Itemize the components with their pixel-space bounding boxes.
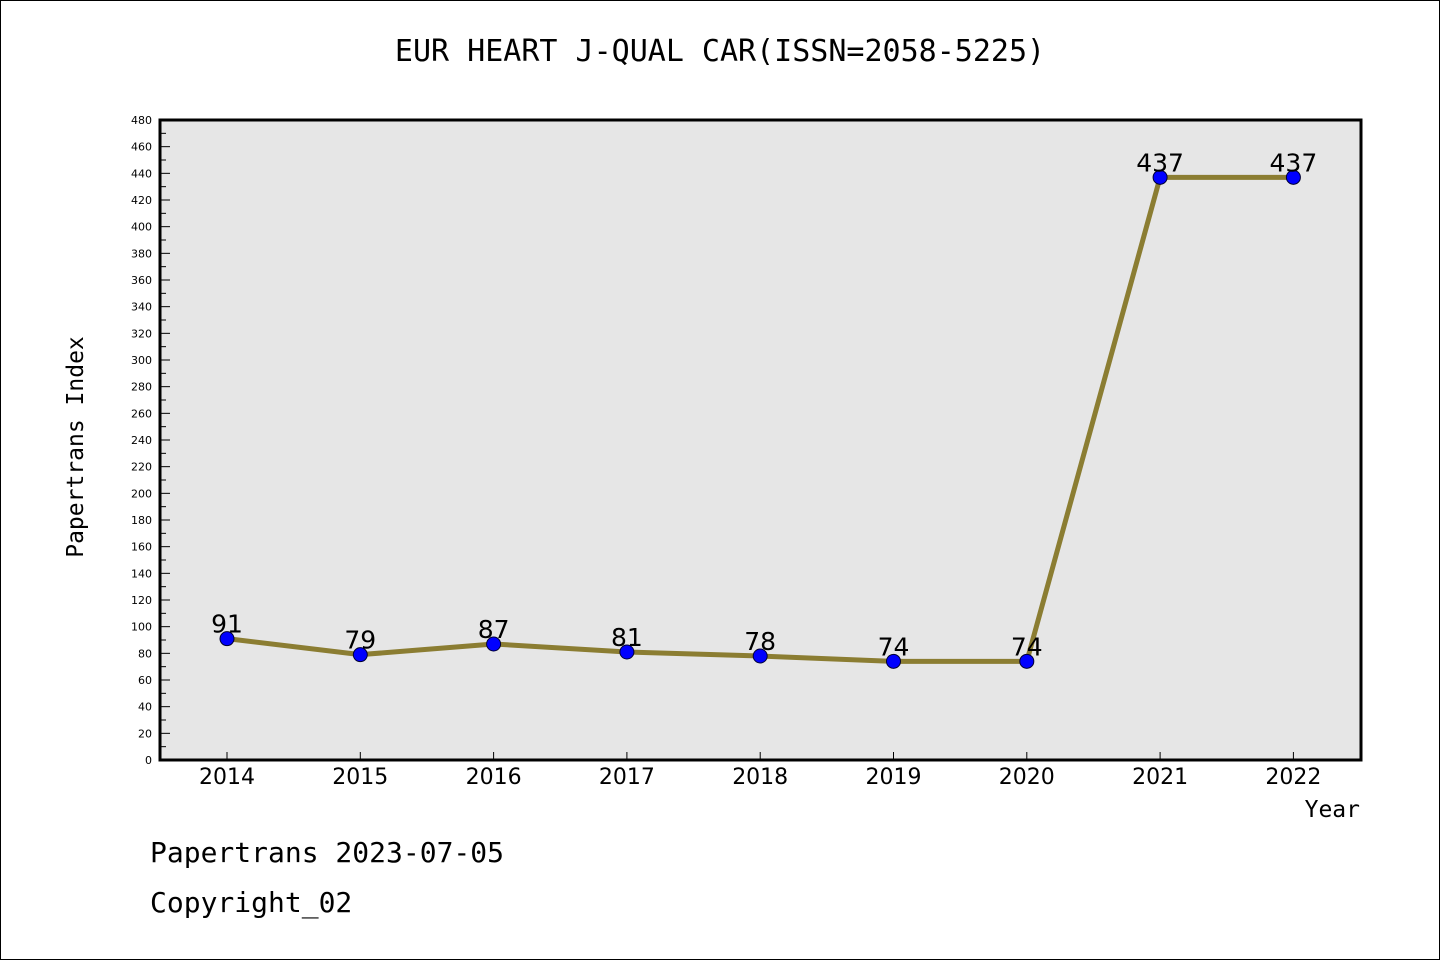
- data-label: 87: [478, 615, 510, 644]
- y-tick-label: 300: [131, 354, 152, 367]
- data-label: 437: [1136, 148, 1184, 177]
- y-tick-label: 60: [138, 674, 152, 687]
- y-tick-label: 380: [131, 247, 152, 260]
- y-tick-label: 160: [131, 541, 152, 554]
- y-tick-label: 340: [131, 301, 152, 314]
- y-tick-label: 260: [131, 407, 152, 420]
- y-tick-label: 40: [138, 701, 152, 714]
- y-tick-label: 100: [131, 621, 152, 634]
- y-tick-label: 220: [131, 461, 152, 474]
- y-tick-label: 0: [145, 754, 152, 767]
- x-tick-label: 2016: [466, 765, 522, 790]
- y-tick-label: 480: [131, 114, 152, 127]
- data-point: [886, 653, 901, 669]
- data-point: [619, 644, 635, 660]
- x-tick-label: 2018: [732, 765, 788, 790]
- data-label: 79: [344, 626, 376, 655]
- x-tick-label: 2014: [199, 765, 255, 790]
- x-tick-label: 2021: [1132, 765, 1188, 790]
- y-tick-label: 400: [131, 221, 152, 234]
- y-tick-label: 80: [138, 647, 152, 660]
- y-tick-label: 120: [131, 594, 152, 607]
- footer-copyright: Copyright_02: [150, 886, 353, 919]
- data-point: [1285, 169, 1301, 185]
- data-label: 74: [878, 632, 910, 661]
- plot-area: [158, 118, 1363, 762]
- y-tick-label: 200: [131, 487, 152, 500]
- y-tick-label: 140: [131, 567, 152, 580]
- footer-source: Papertrans 2023-07-05: [150, 836, 505, 869]
- y-tick-label: 460: [131, 141, 152, 154]
- data-label: 78: [744, 627, 776, 656]
- chart-title: EUR HEART J-QUAL CAR(ISSN=2058-5225): [394, 34, 1046, 69]
- x-axis-label: Year: [1304, 797, 1360, 823]
- x-tick-label: 2020: [999, 765, 1055, 790]
- data-point: [486, 636, 502, 652]
- y-tick-label: 420: [131, 194, 152, 207]
- y-tick-label: 320: [131, 327, 152, 340]
- data-point: [352, 647, 368, 663]
- y-tick-label: 20: [138, 727, 152, 740]
- data-point: [752, 648, 768, 664]
- y-tick-label: 360: [131, 274, 152, 287]
- y-tick-label: 240: [131, 434, 152, 447]
- x-tick-label: 2022: [1265, 765, 1321, 790]
- x-tick-label: 2019: [866, 765, 922, 790]
- data-label: 74: [1011, 632, 1043, 661]
- y-tick-label: 440: [131, 167, 152, 180]
- data-label: 81: [611, 623, 643, 652]
- data-point: [219, 631, 235, 647]
- data-label: 91: [211, 610, 243, 639]
- x-tick-label: 2015: [332, 765, 388, 790]
- y-tick-label: 180: [131, 514, 152, 527]
- x-tick-label: 2017: [599, 765, 655, 790]
- data-point: [1019, 653, 1035, 669]
- y-tick-label: 280: [131, 381, 152, 394]
- data-label: 437: [1270, 148, 1318, 177]
- data-point: [1152, 169, 1168, 185]
